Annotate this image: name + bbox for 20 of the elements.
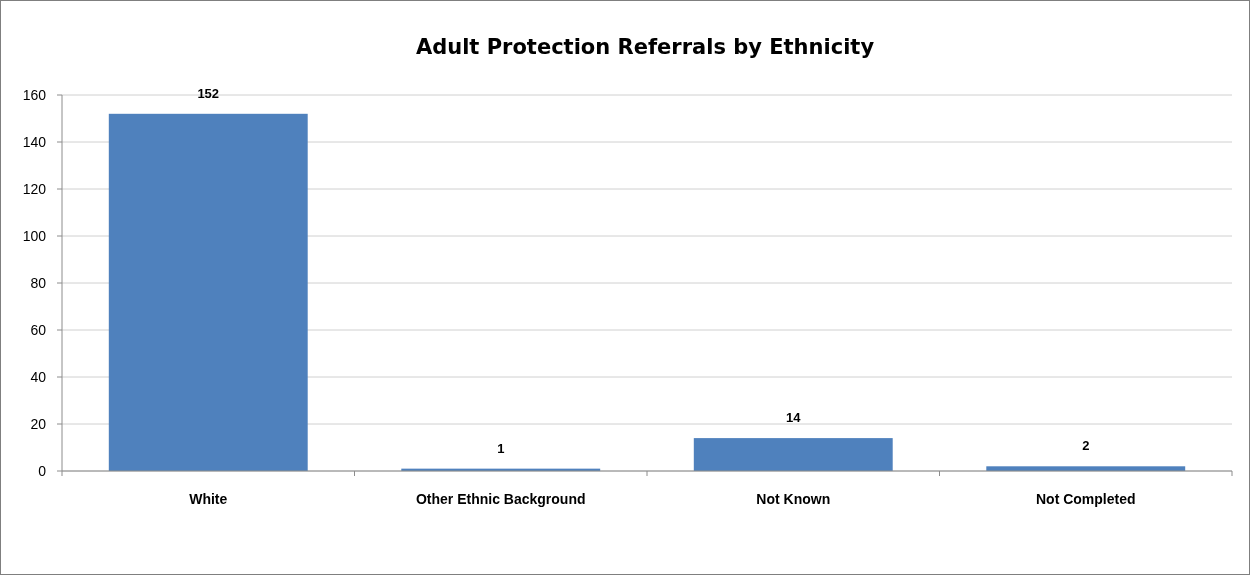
y-tick-label: 0: [38, 462, 47, 479]
y-tick-label: 100: [22, 227, 47, 244]
y-tick-label: 140: [22, 133, 47, 150]
y-tick-label: 60: [30, 321, 47, 338]
y-tick-label: 40: [30, 368, 47, 385]
x-tick-label: Not Known: [756, 491, 831, 507]
x-tick-label: Not Completed: [1035, 491, 1136, 507]
data-label: 152: [197, 85, 220, 101]
y-tick-label: 120: [22, 180, 47, 197]
bar: [108, 113, 308, 471]
data-label: 2: [1082, 438, 1090, 454]
y-tick-label: 20: [30, 415, 47, 432]
y-tick-label: 80: [30, 274, 47, 291]
data-label: 1: [497, 440, 505, 456]
chart-title: Adult Protection Referrals by Ethnicity: [415, 35, 875, 59]
x-tick-label: Other Ethnic Background: [415, 491, 586, 507]
data-label: 14: [786, 410, 802, 426]
y-tick-label: 160: [22, 86, 47, 103]
bar: [693, 438, 893, 471]
x-tick-label: White: [189, 491, 228, 507]
